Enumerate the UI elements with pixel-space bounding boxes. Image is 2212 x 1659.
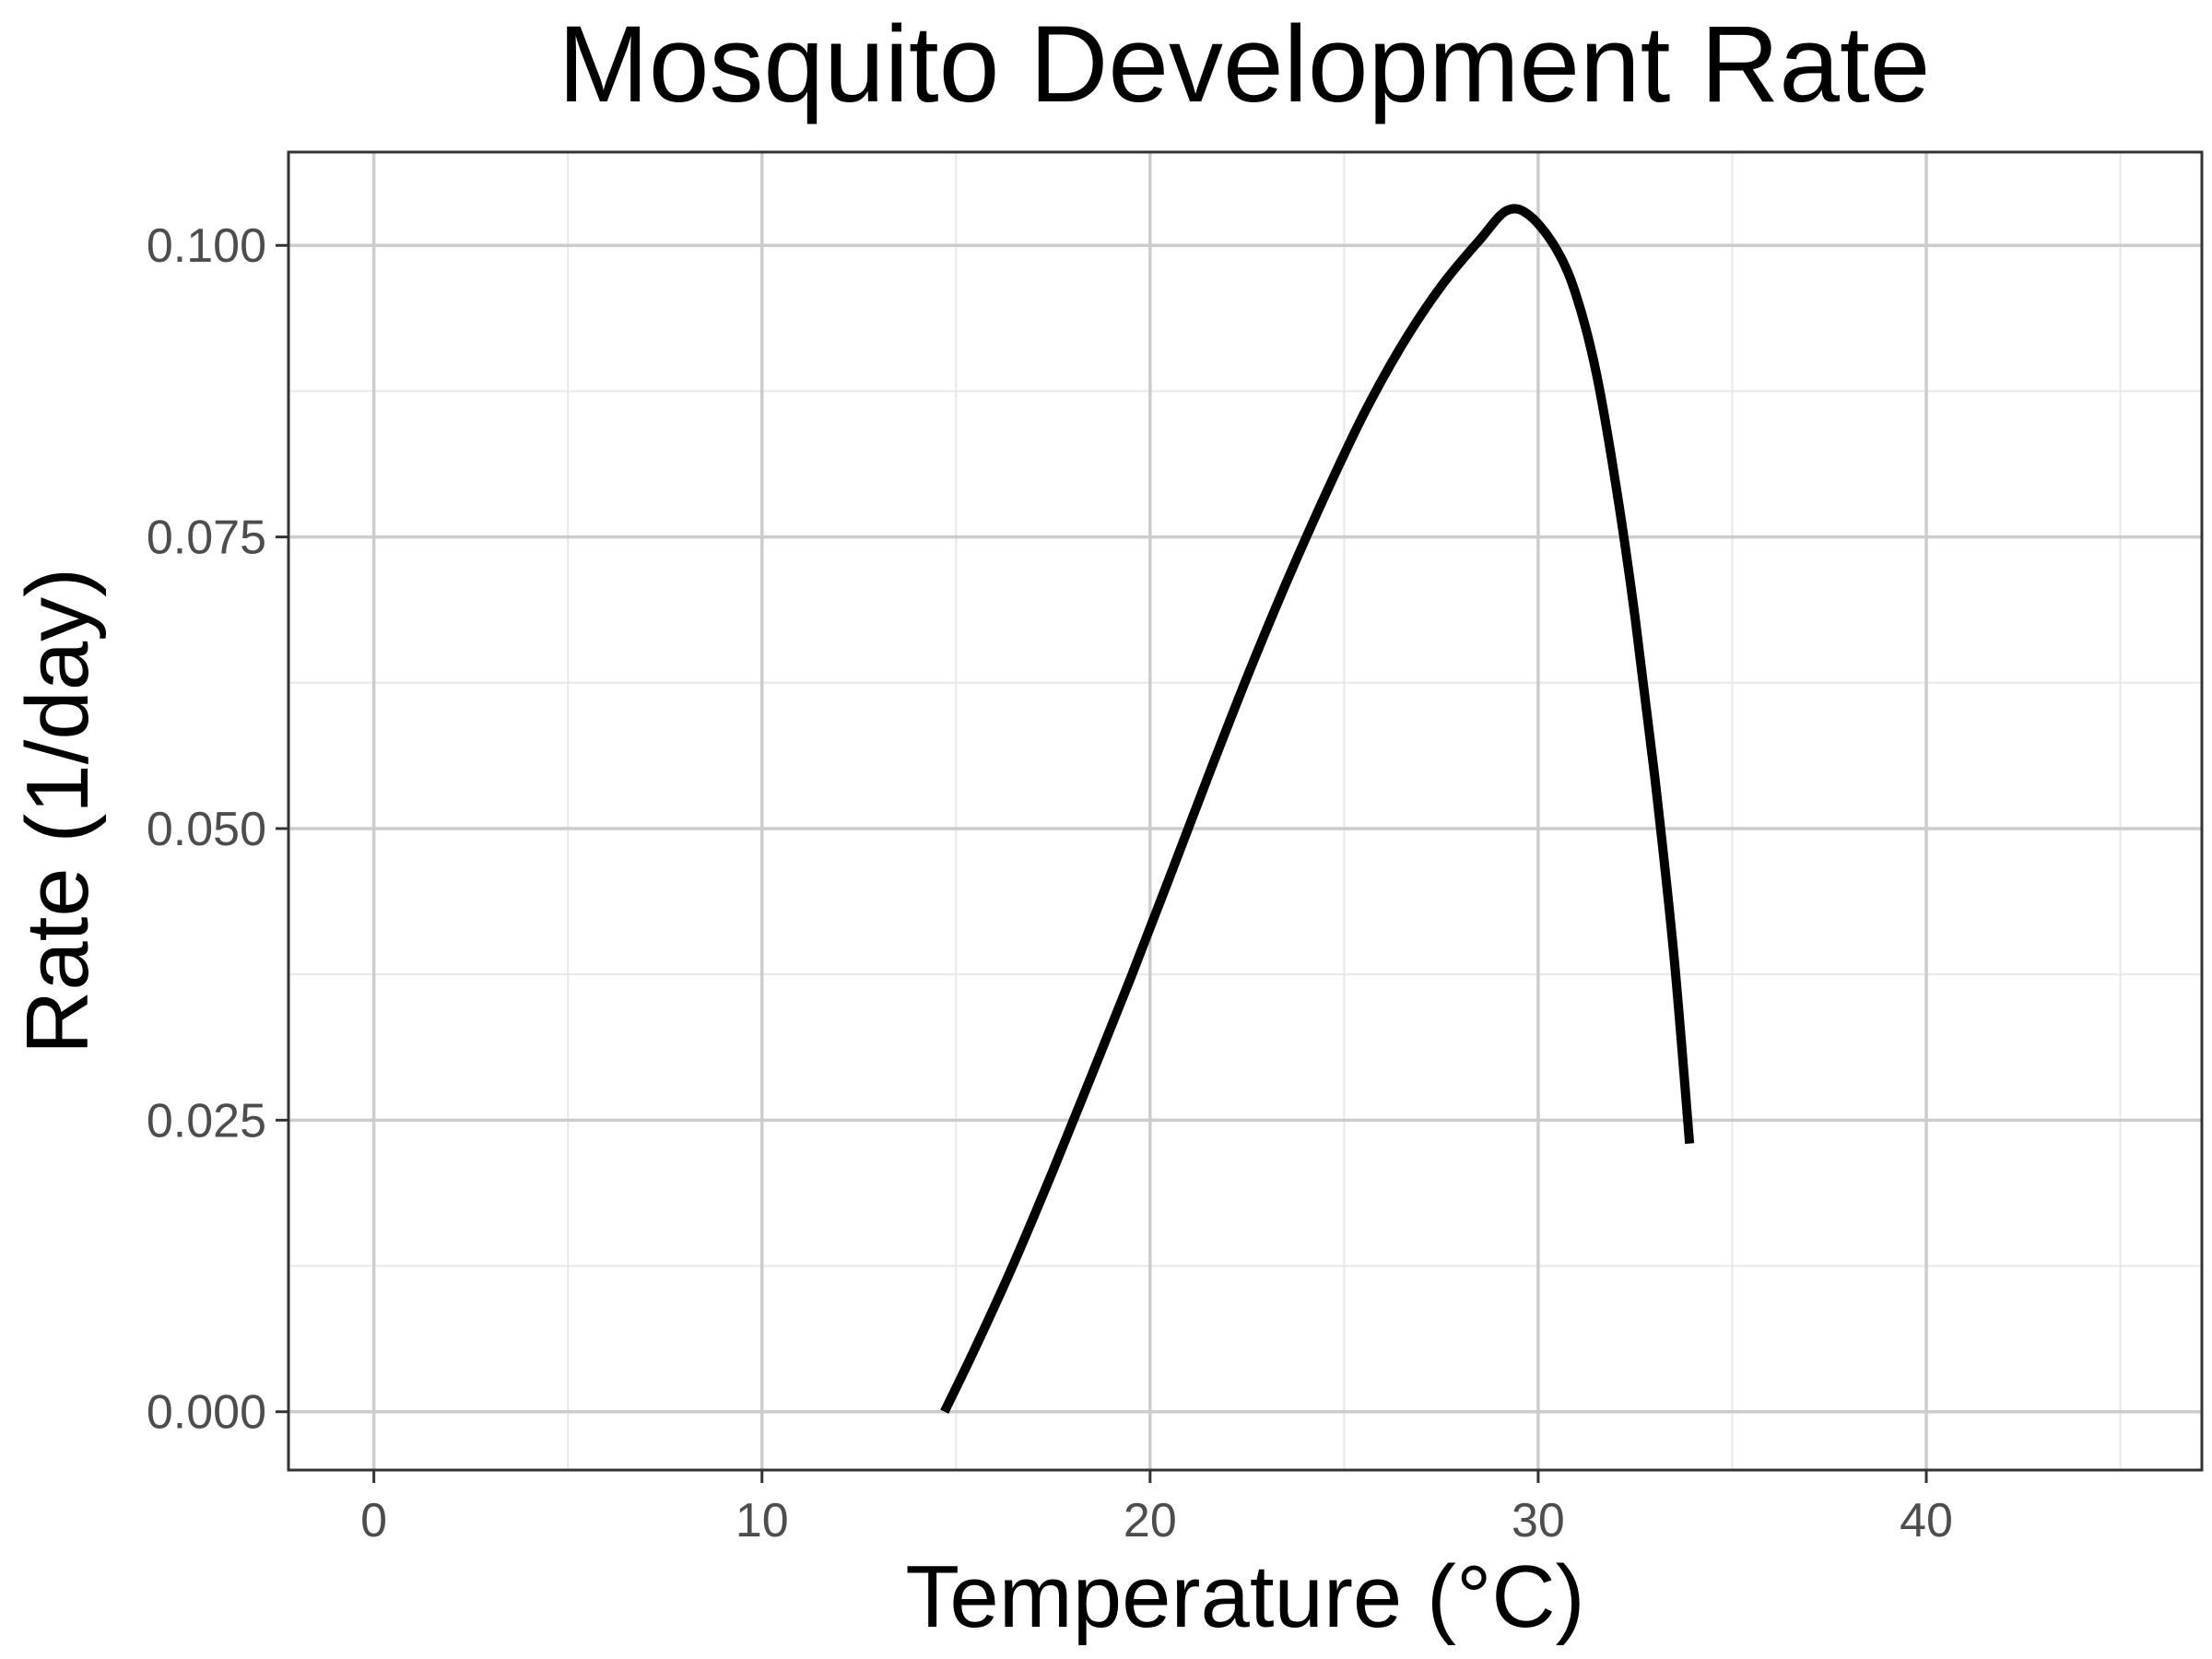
y-tick-label: 0.000 (147, 1386, 266, 1440)
x-tick-label: 0 (360, 1494, 387, 1547)
x-tick-label: 40 (1900, 1494, 1953, 1547)
x-tick-label: 20 (1124, 1494, 1177, 1547)
y-axis-title: Rate (1/day) (8, 568, 107, 1054)
development-rate-line (940, 204, 1695, 1414)
x-axis-title: Temperature (°C) (905, 1547, 1584, 1646)
y-tick-label: 0.075 (147, 512, 266, 565)
chart-title: Mosquito Development Rate (559, 4, 1931, 125)
y-tick-label: 0.025 (147, 1094, 266, 1147)
x-tick-label: 30 (1512, 1494, 1565, 1547)
y-tick-label: 0.100 (147, 219, 266, 273)
plot-panel-border (287, 150, 2204, 1472)
line-layer (940, 204, 1695, 1414)
y-tick-label: 0.050 (147, 803, 266, 856)
axis-ticks: 0 10 20 30 40 0.000 0.025 0.050 0.075 0.100 (147, 219, 1953, 1547)
grid (288, 152, 2202, 1470)
x-tick-label: 10 (735, 1494, 789, 1547)
